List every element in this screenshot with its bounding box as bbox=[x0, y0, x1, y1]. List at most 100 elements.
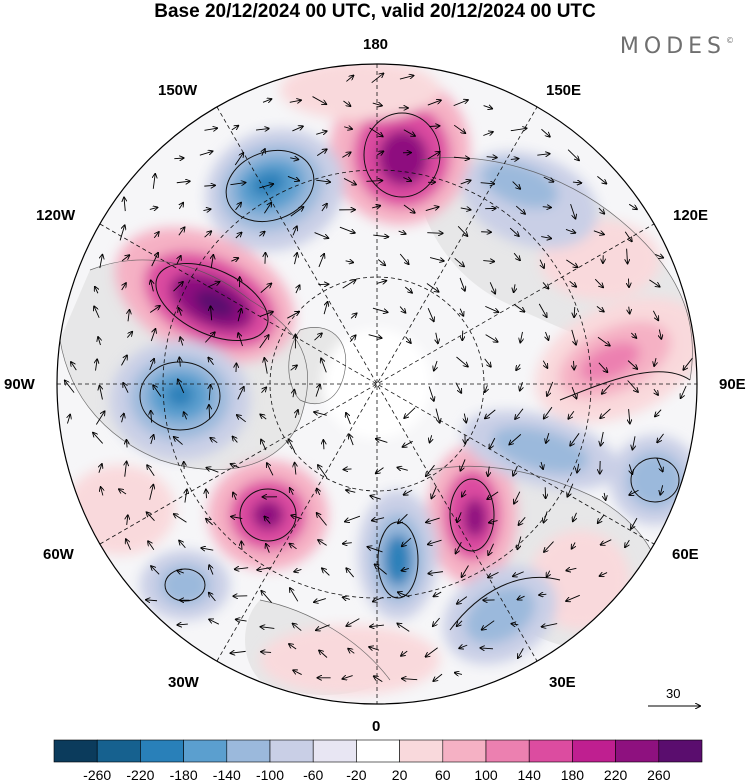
wind-vector-arrow bbox=[459, 645, 468, 648]
wind-vector-arrow bbox=[153, 174, 155, 189]
wind-vector-arrow bbox=[126, 332, 132, 338]
wind-vector-arrow bbox=[397, 467, 408, 470]
wind-vector-arrow bbox=[96, 359, 98, 371]
wind-vector-arrow bbox=[628, 203, 637, 209]
wind-vector-arrow bbox=[128, 310, 129, 322]
wind-vector-arrow bbox=[660, 485, 662, 495]
wind-vector-arrow bbox=[376, 439, 388, 443]
wind-vector-arrow bbox=[259, 335, 269, 349]
wind-vector-arrow bbox=[346, 76, 353, 82]
wind-vector-arrow bbox=[346, 618, 360, 626]
wind-vector-arrow bbox=[630, 332, 636, 338]
colorbar-tick-label: -20 bbox=[346, 767, 367, 783]
wind-vector-arrow bbox=[267, 463, 274, 476]
wind-vector-arrow bbox=[184, 412, 187, 420]
colorbar-swatch bbox=[572, 739, 616, 763]
wind-vector-arrow bbox=[346, 413, 351, 425]
wind-vector-arrow bbox=[149, 207, 158, 209]
wind-vector-arrow bbox=[255, 129, 269, 131]
wind-vector-arrow bbox=[343, 178, 356, 184]
wind-vector-arrow bbox=[427, 100, 441, 106]
lon-label-60w: 60W bbox=[43, 546, 74, 563]
wind-vector-arrow bbox=[598, 207, 604, 214]
wind-vector-arrow bbox=[235, 233, 242, 239]
wind-vector-arrow bbox=[314, 598, 326, 603]
wind-vector-arrow bbox=[289, 544, 297, 550]
wind-vector-arrow bbox=[453, 100, 468, 107]
wind-vector-arrow bbox=[570, 203, 576, 219]
wind-vector-arrow bbox=[94, 306, 100, 318]
map-boundary bbox=[56, 63, 698, 705]
wind-vector-arrow bbox=[566, 259, 577, 268]
wind-vector-arrow bbox=[426, 283, 439, 291]
wind-vector-arrow bbox=[295, 253, 298, 265]
wind-vector-arrow bbox=[510, 159, 519, 160]
wind-vector-arrow bbox=[95, 411, 104, 425]
wind-vector-arrow bbox=[211, 306, 212, 321]
wind-vector-arrow bbox=[288, 439, 296, 452]
wind-vector-arrow bbox=[625, 539, 630, 547]
wind-vector-arrow bbox=[567, 149, 579, 161]
wind-vector-arrow bbox=[342, 152, 350, 158]
wind-vector-arrow bbox=[594, 278, 603, 287]
wind-vector-arrow bbox=[318, 254, 324, 268]
wind-vector-arrow bbox=[454, 257, 464, 266]
wind-vector-arrow bbox=[315, 385, 320, 397]
colorbar-tick-label: 260 bbox=[647, 767, 671, 783]
wind-vector-arrow bbox=[542, 207, 551, 208]
wind-vector-arrow bbox=[153, 232, 159, 239]
wind-vector-arrow bbox=[404, 286, 412, 293]
wind-vector-arrow bbox=[489, 521, 498, 523]
wind-vector-arrow bbox=[509, 227, 519, 236]
wind-vector-arrow bbox=[398, 513, 408, 523]
wind-vector-arrow bbox=[655, 254, 663, 257]
wind-vector-arrow bbox=[264, 517, 271, 524]
wind-vector-arrow bbox=[231, 126, 239, 130]
wind-vector-arrow bbox=[571, 386, 576, 399]
wind-vector-arrow bbox=[101, 487, 103, 496]
wind-vector-arrow bbox=[453, 157, 469, 158]
wind-vector-arrow bbox=[657, 433, 664, 443]
wind-vector-arrow bbox=[543, 360, 547, 368]
lon-label-0: 0 bbox=[372, 718, 381, 735]
wind-vector-arrow bbox=[628, 278, 629, 288]
wind-vector-arrow bbox=[264, 358, 267, 374]
wind-vector-arrow bbox=[485, 334, 498, 342]
coastlines bbox=[59, 157, 693, 681]
wind-vector-arrow bbox=[655, 409, 662, 417]
wind-vector-arrow bbox=[543, 176, 554, 182]
wind-vector-arrow bbox=[397, 623, 410, 632]
wind-vector-arrow bbox=[67, 415, 70, 424]
wind-vector-arrow bbox=[289, 644, 297, 650]
wind-vector-arrow bbox=[149, 485, 154, 500]
wind-vector-arrow bbox=[542, 282, 549, 288]
wind-vector-arrow bbox=[151, 253, 158, 267]
wind-vector-arrow bbox=[569, 280, 577, 286]
wind-vector-arrow bbox=[346, 568, 355, 578]
wind-vector-arrow bbox=[199, 151, 213, 156]
wind-vector-arrow bbox=[231, 464, 240, 468]
wind-vector-arrow bbox=[489, 282, 495, 293]
wind-vector-arrow bbox=[429, 257, 444, 261]
wind-vector-arrow bbox=[211, 255, 213, 269]
wind-vector-arrow bbox=[654, 358, 656, 366]
wind-vector-arrow bbox=[368, 334, 382, 338]
wind-vector-arrow bbox=[572, 182, 581, 183]
colorbar-swatch bbox=[356, 739, 400, 763]
wind-vector-arrow bbox=[398, 231, 406, 234]
wind-vector-arrow bbox=[399, 76, 414, 80]
wind-vector-arrow bbox=[147, 465, 155, 476]
wind-vector-arrow bbox=[404, 407, 416, 418]
wind-vector-arrow bbox=[323, 440, 324, 450]
wind-vector-arrow bbox=[399, 306, 405, 313]
wind-vector-arrow bbox=[542, 623, 558, 627]
wind-vector-arrow bbox=[489, 437, 496, 448]
wind-vector-arrow bbox=[127, 515, 128, 525]
wind-vector-arrow bbox=[237, 415, 246, 423]
wind-vector-arrow bbox=[573, 360, 574, 370]
wind-vector-arrow bbox=[257, 568, 271, 570]
wind-vector-arrow bbox=[572, 542, 575, 548]
wind-vector-arrow bbox=[457, 620, 463, 626]
wind-vector-arrow bbox=[259, 184, 273, 189]
